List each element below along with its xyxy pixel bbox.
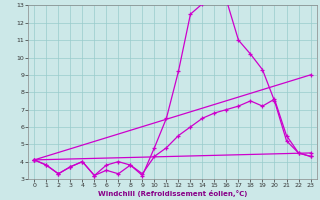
X-axis label: Windchill (Refroidissement éolien,°C): Windchill (Refroidissement éolien,°C) xyxy=(98,190,247,197)
